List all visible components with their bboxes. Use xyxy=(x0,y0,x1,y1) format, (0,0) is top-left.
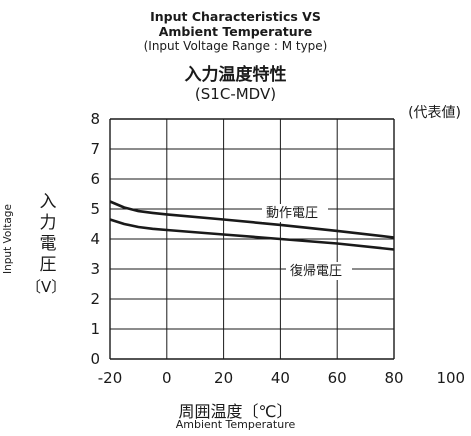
y-tick-label: 3 xyxy=(90,260,100,278)
x-tick-label: 80 xyxy=(384,369,403,387)
series-label-bg xyxy=(262,204,328,222)
x-tick-label: 0 xyxy=(162,369,172,387)
series-label-bg xyxy=(286,262,352,280)
chart-grid xyxy=(109,118,395,360)
y-axis-unit: 〔V〕 xyxy=(26,278,67,296)
series-line-1 xyxy=(109,200,395,239)
y-tick-label: 5 xyxy=(90,200,100,218)
chart-title-en-line2: Ambient Temperature xyxy=(158,24,313,39)
y-tick-label: 8 xyxy=(90,110,100,128)
y-tick-label: 0 xyxy=(90,350,100,368)
chart-title-jp: 入力温度特性 xyxy=(184,65,287,85)
series-label-1: 動作電圧 xyxy=(266,206,318,221)
y-tick-label: 4 xyxy=(90,230,100,248)
model-label: (S1C-MDV) xyxy=(194,85,277,103)
chart-subtitle-voltage-range: (Input Voltage Range : M type) xyxy=(143,39,328,53)
y-tick-label: 7 xyxy=(90,140,100,158)
x-axis-label-jp: 周囲温度〔℃〕 xyxy=(178,402,293,421)
x-tick-label: 60 xyxy=(328,369,347,387)
series-line-2 xyxy=(109,218,395,251)
y-axis-label-jp: 入力電圧 xyxy=(39,192,57,275)
chart-title-en-line1: Input Characteristics VS xyxy=(150,9,321,24)
typical-value-note: (代表値) xyxy=(408,105,461,121)
x-axis-label-en: Ambient Temperature xyxy=(175,418,296,431)
x-tick-label: 100 xyxy=(436,369,465,387)
series-lines xyxy=(109,200,395,251)
x-tick-label: 20 xyxy=(214,369,233,387)
x-tick-label: 40 xyxy=(271,369,290,387)
series-label-2: 復帰電圧 xyxy=(290,263,342,279)
x-tick-label: -20 xyxy=(98,369,123,387)
y-tick-label: 1 xyxy=(90,320,100,338)
y-tick-label: 2 xyxy=(90,290,100,308)
y-tick-label: 6 xyxy=(90,170,100,188)
